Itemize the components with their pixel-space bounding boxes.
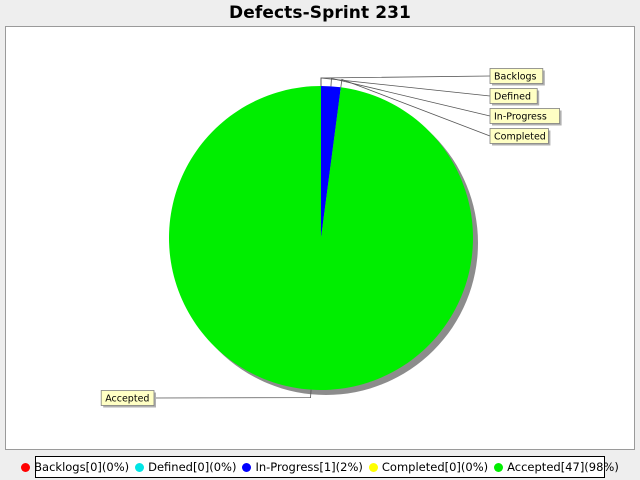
legend-item-accepted: Accepted[47](98%)	[494, 460, 619, 474]
pie-label-defined: Defined	[494, 92, 531, 103]
legend-swatch-icon	[368, 462, 378, 472]
legend-label: In-Progress[1](2%)	[255, 460, 363, 474]
pie-label-box	[489, 88, 538, 104]
legend-swatch-icon	[21, 462, 31, 472]
legend-label: Accepted[47](98%)	[507, 460, 619, 474]
chart-title: Defects-Sprint 231	[228, 3, 411, 23]
legend-item-defined: Defined[0](0%)	[135, 460, 236, 474]
legend-swatch-icon	[494, 462, 504, 472]
pie-label-box	[489, 68, 544, 84]
pie-label-box	[489, 108, 560, 124]
legend-item-in-progress: In-Progress[1](2%)	[242, 460, 363, 474]
pie-slice-in-progress[interactable]	[321, 86, 341, 238]
pie-label-completed: Completed	[494, 132, 546, 143]
pie-chart: Backlogs Defined In-Progress Completed Accep…	[100, 68, 562, 408]
pie-label-connector	[340, 78, 491, 137]
legend: Backlogs[0](0%) Defined[0](0%) In-Progress…	[21, 456, 619, 478]
pie-label-backlogs: Backlogs	[494, 72, 537, 83]
legend-label: Defined[0](0%)	[148, 460, 237, 474]
pie-label-connector	[330, 77, 491, 117]
pie-label-accepted: Accepted	[105, 394, 149, 405]
legend-swatch-icon	[242, 462, 252, 472]
legend-label: Backlogs[0](0%)	[34, 460, 130, 474]
pie-label-connector	[153, 389, 312, 399]
pie-label-box	[489, 128, 549, 144]
legend-item-backlogs: Backlogs[0](0%)	[21, 460, 129, 474]
pie-label-in-progress: In-Progress	[494, 112, 547, 123]
legend-label: Completed[0](0%)	[381, 460, 489, 474]
pie-label-box	[100, 390, 155, 406]
legend-item-completed: Completed[0](0%)	[368, 460, 489, 474]
pie-label-connector	[320, 77, 491, 97]
plot-area: Backlogs Defined In-Progress Completed Accep…	[5, 26, 635, 450]
pie-slice-accepted[interactable]	[169, 86, 474, 390]
legend-swatch-icon	[135, 462, 145, 472]
